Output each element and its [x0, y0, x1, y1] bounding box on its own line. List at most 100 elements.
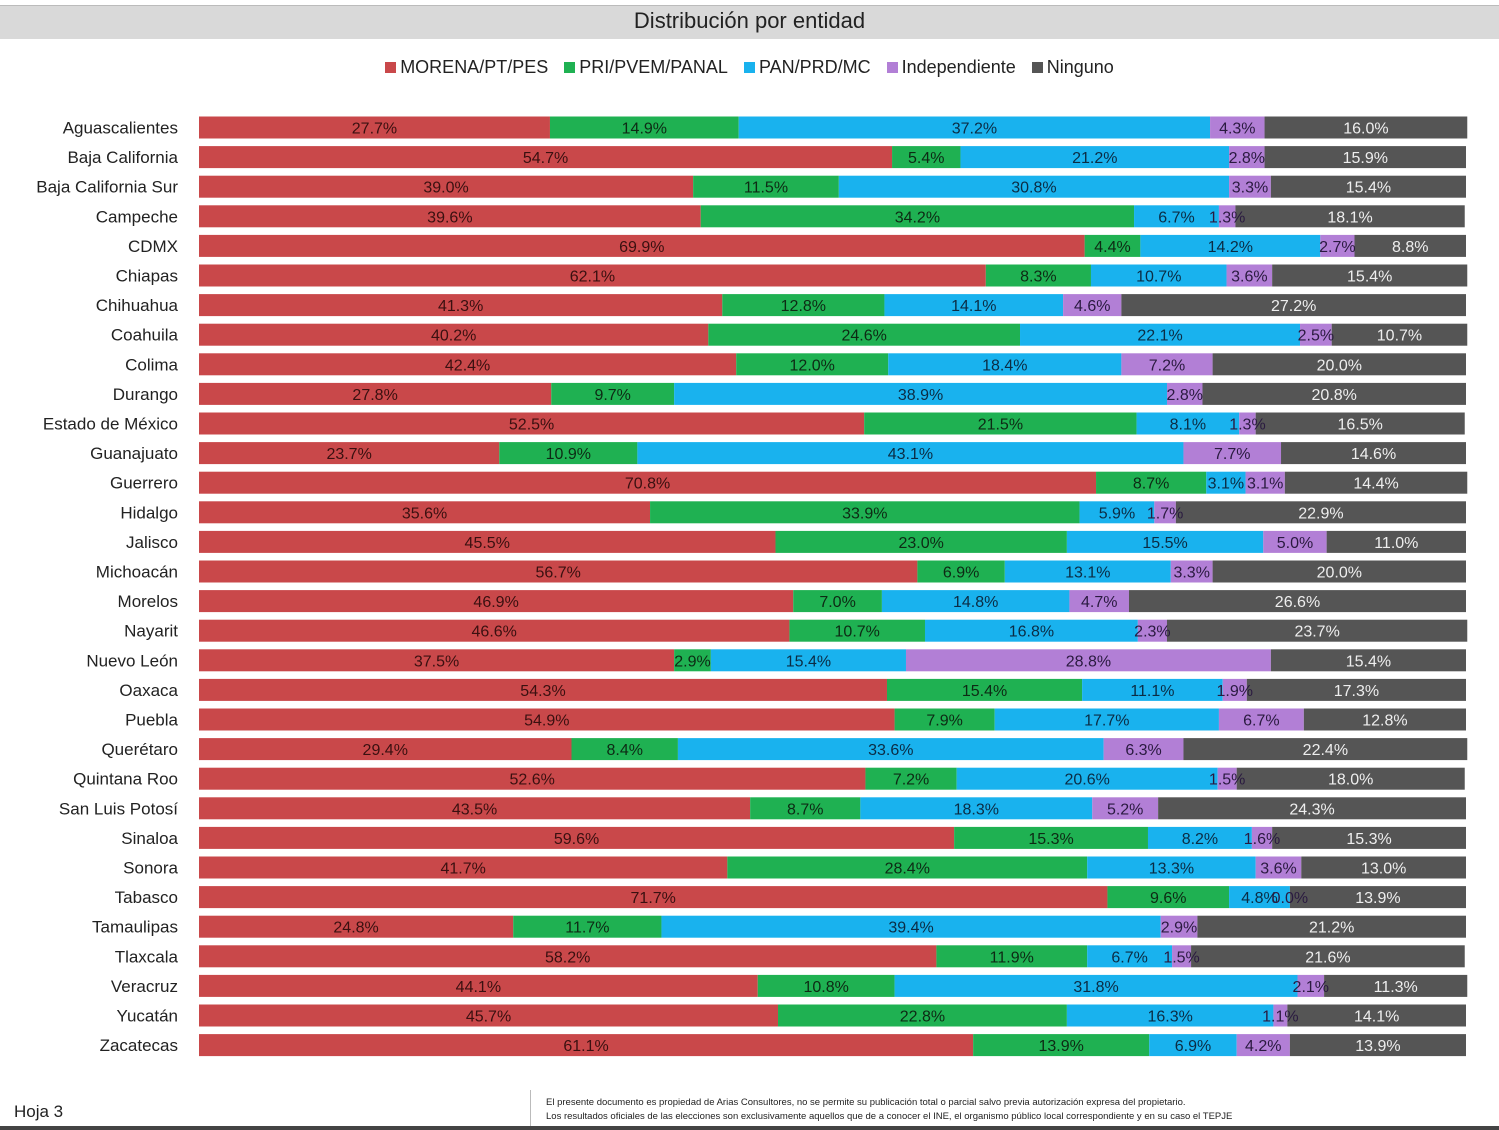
bar-segment: [1206, 471, 1246, 494]
data-label: 33.9%: [842, 505, 887, 522]
bar-segment: [1226, 264, 1273, 287]
bar-segment: [199, 530, 776, 553]
data-label: 23.7%: [326, 446, 371, 463]
category-label: Nayarit: [124, 622, 178, 641]
data-label: 2.7%: [1319, 239, 1355, 256]
data-label: 41.3%: [438, 298, 483, 315]
bar-segment: [199, 264, 986, 287]
data-label: 5.9%: [1099, 505, 1135, 522]
chart-title: Distribución por entidad: [633, 8, 866, 33]
data-label: 24.3%: [1289, 801, 1334, 818]
bar-segment: [738, 116, 1211, 139]
data-label: 5.2%: [1107, 801, 1143, 818]
bar-segment: [1284, 471, 1468, 494]
bar-segment: [905, 649, 1271, 672]
category-label: Durango: [113, 385, 178, 404]
bar-segment: [1218, 708, 1304, 731]
data-label: 45.7%: [466, 1009, 511, 1026]
bar-segment: [1066, 1004, 1274, 1027]
data-label: 20.0%: [1317, 565, 1362, 582]
data-label: 1.5%: [1209, 772, 1245, 789]
data-label: 17.7%: [1084, 713, 1129, 730]
data-label: 10.7%: [1377, 328, 1422, 345]
data-label: 14.1%: [951, 298, 996, 315]
data-label: 12.8%: [781, 298, 826, 315]
category-label: Chiapas: [116, 267, 178, 286]
bar-segment: [1175, 501, 1466, 524]
data-label: 39.0%: [423, 180, 468, 197]
bar-segment: [881, 590, 1070, 613]
data-label: 5.4%: [908, 150, 944, 167]
data-label: 15.5%: [1142, 535, 1187, 552]
data-label: 1.3%: [1209, 209, 1245, 226]
category-label: Tamaulipas: [92, 918, 178, 937]
data-label: 2.8%: [1166, 387, 1202, 404]
data-label: 1.7%: [1147, 505, 1183, 522]
data-label: 0.0%: [1272, 890, 1308, 907]
data-label: 42.4%: [445, 357, 490, 374]
data-label: 20.0%: [1317, 357, 1362, 374]
data-label: 27.2%: [1271, 298, 1316, 315]
data-label: 26.6%: [1275, 594, 1320, 611]
bar-segment: [1147, 826, 1252, 849]
bottom-rule: [0, 1126, 1499, 1130]
data-label: 17.3%: [1334, 683, 1379, 700]
bar-segment: [1255, 856, 1302, 879]
bar-segment: [1289, 1034, 1466, 1057]
bar-segment: [1092, 797, 1159, 820]
data-label: 41.7%: [440, 861, 485, 878]
bar-segment: [886, 678, 1083, 701]
category-label: Tlaxcala: [115, 947, 179, 966]
data-label: 27.8%: [352, 387, 397, 404]
bar-segment: [1217, 767, 1237, 790]
bar-segment: [778, 1004, 1067, 1027]
bar-segment: [1272, 264, 1468, 287]
legend-item: Independiente: [886, 57, 1016, 78]
bar-segment: [750, 797, 861, 820]
data-label: 37.5%: [414, 653, 459, 670]
data-label: 10.9%: [546, 446, 591, 463]
category-label: Michoacán: [96, 563, 178, 582]
category-label: Yucatán: [117, 1007, 178, 1026]
data-label: 28.4%: [885, 861, 930, 878]
legend-swatch: [743, 62, 755, 73]
bar-segment: [888, 353, 1122, 376]
bar-segment: [722, 294, 885, 317]
data-label: 37.2%: [952, 121, 997, 138]
data-label: 27.7%: [352, 121, 397, 138]
bar-segment: [1004, 560, 1171, 583]
data-label: 15.3%: [1028, 831, 1073, 848]
bar-segment: [1082, 678, 1223, 701]
category-label: Puebla: [125, 711, 178, 730]
bar-segment: [793, 590, 882, 613]
data-label: 13.9%: [1039, 1038, 1084, 1055]
data-label: 61.1%: [563, 1038, 608, 1055]
data-label: 8.1%: [1170, 417, 1206, 434]
data-label: 2.8%: [1229, 150, 1265, 167]
bar-segment: [1270, 175, 1466, 198]
category-label: Zacatecas: [100, 1036, 178, 1055]
data-label: 13.9%: [1355, 1038, 1400, 1055]
bar-segment: [1020, 323, 1301, 346]
bar-segment: [1251, 826, 1273, 849]
legend-label: PAN/PRD/MC: [758, 57, 871, 77]
legend-label: PRI/PVEM/PANAL: [579, 57, 728, 77]
bar-segment: [199, 856, 728, 879]
category-label: Querétaro: [101, 740, 178, 759]
data-label: 8.8%: [1392, 239, 1428, 256]
data-label: 6.7%: [1243, 713, 1279, 730]
category-label: Guanajuato: [90, 444, 178, 463]
bar-segment: [199, 708, 895, 731]
bar-segment: [960, 146, 1230, 169]
data-label: 39.4%: [888, 920, 933, 937]
data-label: 2.9%: [1161, 920, 1197, 937]
bar-segment: [1301, 856, 1466, 879]
data-label: 18.4%: [982, 357, 1027, 374]
data-label: 15.4%: [1346, 180, 1391, 197]
bar-segment: [1121, 353, 1213, 376]
bar-segment: [650, 501, 1080, 524]
data-label: 21.2%: [1309, 920, 1354, 937]
data-label: 23.7%: [1294, 624, 1339, 641]
data-label: 1.9%: [1217, 683, 1253, 700]
bar-segment: [1229, 175, 1271, 198]
